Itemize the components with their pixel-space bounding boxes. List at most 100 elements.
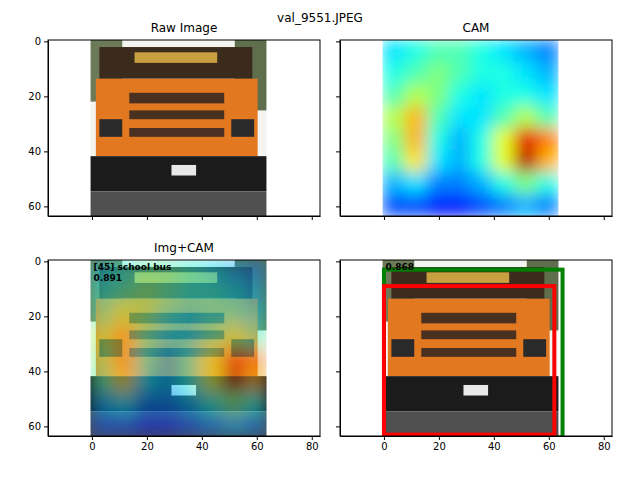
heatmap-cells — [91, 260, 267, 436]
heatmap-cell — [471, 106, 493, 129]
heatmap-cell — [113, 326, 135, 349]
heatmap-cell — [383, 40, 405, 63]
photo-shape — [391, 267, 544, 299]
photo-shape — [91, 411, 267, 436]
x-axis — [341, 216, 613, 220]
heatmap-cell — [135, 370, 157, 393]
tick-label: 0 — [35, 256, 41, 267]
heatmap-cell — [244, 304, 266, 327]
heatmap-cell — [383, 84, 405, 107]
panel: 0204060Raw Image — [28, 21, 320, 220]
figure: val_9551.JPEG0204060Raw ImageCAM02040608… — [0, 0, 640, 480]
heatmap-cell — [427, 106, 449, 129]
tick-label: 20 — [141, 441, 154, 452]
photo-shape — [463, 385, 488, 396]
background — [0, 0, 640, 480]
heatmap-cell — [514, 40, 536, 63]
x-axis: 020406080 — [341, 436, 613, 452]
photo-shape — [135, 52, 218, 63]
heatmap-cell — [471, 62, 493, 85]
tick: 0 — [89, 436, 95, 452]
heatmap-cell — [514, 106, 536, 129]
tick: 20 — [28, 91, 48, 102]
tick-mark — [92, 436, 93, 440]
heatmap-cell — [383, 172, 405, 195]
heatmap-cell — [91, 326, 113, 349]
tick-label: 20 — [28, 311, 41, 322]
heatmap-cell — [200, 348, 222, 371]
heatmap-cell — [449, 172, 471, 195]
tick-mark — [336, 316, 340, 317]
panel: 0204060800204060Img+CAM[45] school bus0.… — [28, 241, 320, 452]
plot-area — [383, 260, 563, 436]
tick-label: 60 — [543, 441, 556, 452]
heatmap-cell — [536, 128, 558, 151]
tick: 60 — [28, 201, 48, 212]
tick-label: 40 — [28, 146, 41, 157]
tick — [439, 216, 440, 220]
y-axis: 0 20 40 60 — [28, 36, 48, 216]
plot-area — [91, 260, 267, 436]
tick-mark — [202, 436, 203, 440]
plot-area — [383, 40, 559, 216]
heatmap-cell — [449, 84, 471, 107]
tick-mark — [312, 436, 313, 440]
heatmap-cell — [492, 150, 514, 173]
tick-mark — [312, 216, 313, 220]
tick-mark — [44, 96, 48, 97]
heatmap-cell — [514, 194, 536, 216]
heatmap-cell — [405, 40, 427, 63]
photo-shape — [421, 330, 516, 339]
heatmap-cell — [222, 260, 244, 283]
heatmap-cell — [405, 84, 427, 107]
photo-shape — [383, 376, 559, 411]
tick-mark — [336, 41, 340, 42]
heatmap-cell — [179, 282, 201, 305]
heatmap-cell — [449, 150, 471, 173]
tick-label: 40 — [488, 441, 501, 452]
heatmap-cell — [222, 370, 244, 393]
panel: 0204060800.868 — [336, 260, 613, 452]
bounding-box — [384, 286, 554, 435]
heatmap-cell — [91, 392, 113, 415]
tick-mark — [494, 216, 495, 220]
heatmap-cell — [244, 282, 266, 305]
heatmap-cell — [244, 414, 266, 436]
tick: 40 — [488, 436, 501, 452]
tick-mark — [384, 436, 385, 440]
heatmap-cell — [471, 40, 493, 63]
tick: 40 — [196, 436, 209, 452]
heatmap-cell — [492, 62, 514, 85]
heatmap-cells — [383, 40, 559, 216]
heatmap — [91, 260, 267, 436]
tick: 20 — [433, 436, 446, 452]
heatmap-cell — [405, 172, 427, 195]
tick-mark — [44, 151, 48, 152]
tick-mark — [44, 316, 48, 317]
tick-mark — [604, 216, 605, 220]
heatmap-cell — [427, 84, 449, 107]
x-axis — [49, 216, 321, 220]
heatmap-cell — [157, 370, 179, 393]
heatmap-cell — [113, 392, 135, 415]
tick-label: 0 — [35, 36, 41, 47]
bounding-box — [384, 270, 563, 436]
heatmap-cell — [222, 282, 244, 305]
heatmap-cell — [405, 150, 427, 173]
photo-shape — [383, 260, 559, 436]
heatmap-cell — [157, 326, 179, 349]
heatmap-cell — [91, 348, 113, 371]
axes-frame — [340, 40, 612, 216]
tick — [147, 216, 148, 220]
heatmap-cell — [471, 150, 493, 173]
heatmap-cell — [157, 392, 179, 415]
tick: 0 — [35, 36, 48, 47]
tick: 40 — [28, 146, 48, 157]
heatmap-cell — [536, 84, 558, 107]
heatmap-cell — [222, 304, 244, 327]
photo-shape — [421, 348, 516, 357]
tick: 40 — [28, 366, 48, 377]
photo-shape — [427, 272, 510, 283]
axes-frame — [340, 260, 612, 436]
photo-shape — [523, 339, 546, 357]
